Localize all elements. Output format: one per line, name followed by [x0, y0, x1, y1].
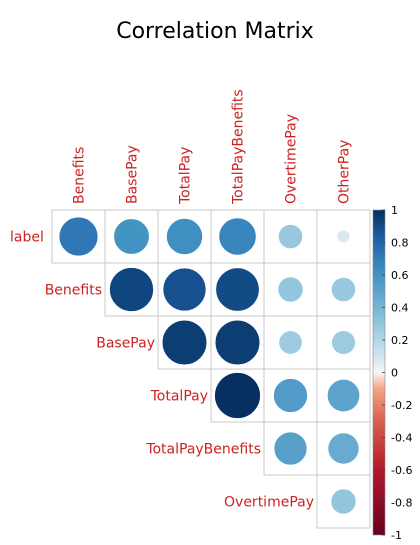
matrix-cells [58, 216, 361, 515]
colorbar-tick-label: -1 [391, 529, 402, 542]
column-label: TotalPayBenefits [231, 89, 247, 205]
column-label: BasePay [125, 145, 141, 204]
colorbar-tick-label: -0.6 [391, 464, 412, 477]
correlation-circle [327, 432, 360, 465]
colorbar-tick-label: 0.8 [391, 237, 409, 250]
correlation-circle [165, 217, 204, 256]
correlation-circle [330, 276, 357, 303]
row-label: OvertimePay [224, 495, 314, 511]
correlation-circle [214, 372, 261, 419]
colorbar-tick-label: 0.6 [391, 269, 409, 282]
correlation-circle [331, 330, 356, 355]
colorbar-tick-label: -0.2 [391, 399, 412, 412]
matrix-grid [51, 209, 371, 529]
correlation-circle [214, 319, 261, 366]
colorbar-tick-label: -0.4 [391, 432, 412, 445]
chart-title: Correlation Matrix [116, 19, 314, 44]
correlation-circle [277, 223, 304, 250]
colorbar: 1 0.8 0.6 0.4 0.2 0 -0.2 -0.4 -0.6 -0.8 -1 [372, 204, 412, 542]
correlation-circle [161, 319, 208, 366]
row-label: Benefits [45, 283, 102, 299]
column-label: OtherPay [337, 140, 353, 204]
correlation-circle [326, 378, 361, 413]
row-label: label [10, 230, 44, 246]
correlation-circle [277, 276, 304, 303]
colorbar-tick-label: -0.8 [391, 497, 412, 510]
column-label: TotalPay [178, 147, 194, 205]
correlation-circle [113, 218, 150, 255]
correlation-circle [273, 431, 308, 466]
row-label: TotalPayBenefits [145, 442, 261, 458]
colorbar-tick-label: 0 [391, 367, 398, 380]
row-label: BasePay [96, 336, 155, 352]
colorbar-tick-label: 0.4 [391, 302, 409, 315]
correlation-circle [109, 267, 154, 312]
row-labels: label Benefits BasePay TotalPay TotalPayBene… [10, 230, 314, 511]
correlation-circle [278, 330, 303, 355]
colorbar-tick-label: 0.2 [391, 334, 409, 347]
correlation-circle [215, 267, 260, 312]
correlation-circle [273, 378, 308, 413]
colorbar-tick-label: 1 [391, 204, 398, 217]
correlation-circle [58, 216, 99, 257]
row-label: TotalPay [150, 389, 208, 405]
correlation-circle [162, 267, 207, 312]
column-label: OvertimePay [284, 114, 300, 204]
correlation-circle [336, 229, 351, 244]
matrix-cell [263, 315, 318, 370]
correlation-circle [330, 488, 357, 515]
correlation-circle [218, 217, 257, 256]
column-label: Benefits [72, 147, 88, 204]
column-labels: Benefits BasePay TotalPay TotalPayBenefits O… [72, 89, 353, 205]
